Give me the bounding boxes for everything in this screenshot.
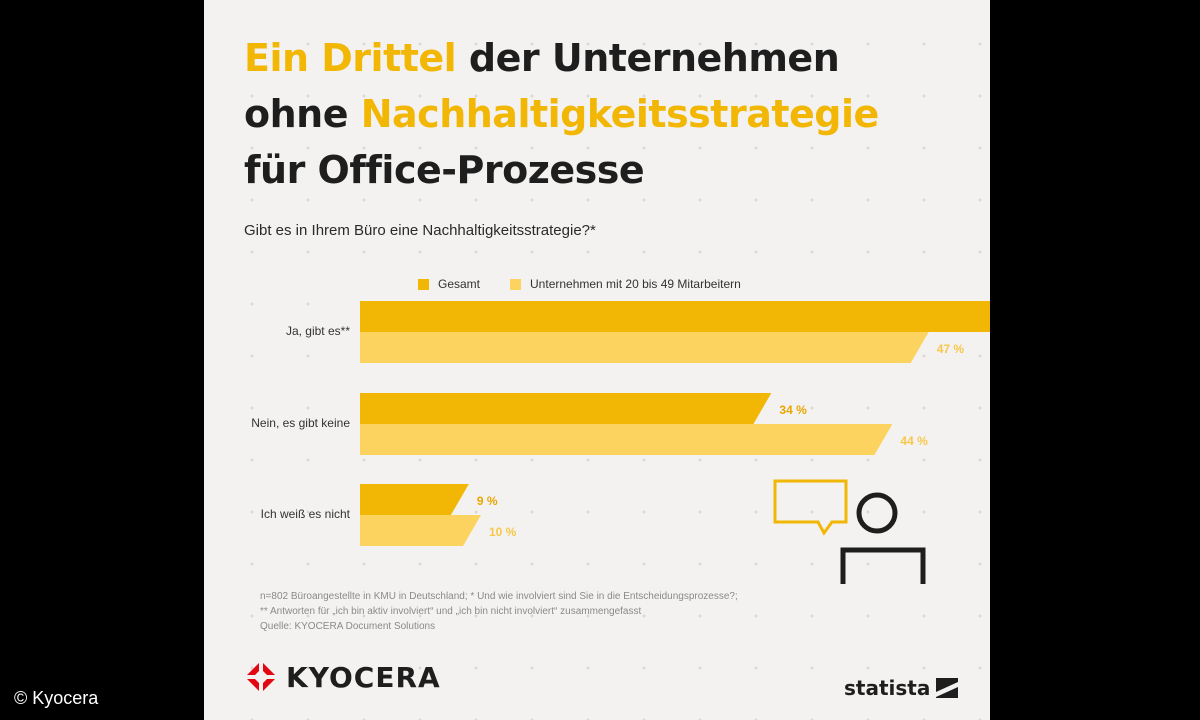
value-label-ich-wei-es-nicht-series-0: 9 % [476, 494, 498, 508]
title-text-3: für Office-Prozesse [244, 148, 645, 192]
title-highlight-1: Ein Drittel [244, 36, 457, 80]
footnote-line-1: n=802 Büroangestellte in KMU in Deutschl… [260, 591, 738, 602]
person-icon [840, 492, 926, 584]
legend-label-gesamt: Gesamt [438, 277, 481, 291]
bar-ich-wei-es-nicht-series-0 [360, 484, 469, 515]
statista-logo: statista [844, 676, 959, 700]
speech-bubble-icon [773, 479, 848, 536]
kyocera-logo-icon [245, 661, 277, 693]
category-label-ja-gibt-es: Ja, gibt es** [285, 324, 350, 338]
statista-wordmark: statista [844, 676, 931, 700]
chart-title: Ein Drittel der Unternehmen ohne Nachhal… [244, 30, 879, 198]
bar-ich-wei-es-nicht-series-1 [360, 515, 481, 546]
statista-logo-icon [936, 678, 959, 698]
title-text-2: ohne [244, 92, 361, 136]
category-label-nein-es-gibt-keine: Nein, es gibt keine [251, 416, 350, 430]
legend-swatch-klein [510, 278, 522, 290]
value-label-nein-es-gibt-keine-series-0: 34 % [779, 403, 807, 417]
value-label-ja-gibt-es-series-1: 47 % [936, 342, 965, 356]
legend-item-klein: Unternehmen mit 20 bis 49 Mitarbeitern [510, 277, 741, 291]
value-label-nein-es-gibt-keine-series-1: 44 % [900, 434, 928, 448]
footnote: n=802 Büroangestellte in KMU in Deutschl… [260, 589, 738, 634]
footnote-source: Quelle: KYOCERA Document Solutions [260, 621, 436, 632]
value-label-ich-wei-es-nicht-series-1: 10 % [489, 525, 517, 539]
bar-ja-gibt-es-series-0 [360, 301, 990, 332]
kyocera-wordmark: KYOCERA [286, 660, 441, 694]
chart-legend: Gesamt Unternehmen mit 20 bis 49 Mitarbe… [418, 277, 771, 291]
category-label-ich-wei-es-nicht: Ich weiß es nicht [260, 507, 350, 521]
title-highlight-2: Nachhaltigkeitsstrategie [360, 92, 880, 136]
legend-label-klein: Unternehmen mit 20 bis 49 Mitarbeitern [530, 277, 741, 291]
bar-nein-es-gibt-keine-series-1 [360, 424, 892, 455]
bar-nein-es-gibt-keine-series-0 [360, 393, 771, 424]
image-credit: © Kyocera [14, 688, 99, 708]
chart-question: Gibt es in Ihrem Büro eine Nachhaltigkei… [244, 222, 596, 239]
footnote-line-2: ** Antworten für „ich bin aktiv involvie… [260, 606, 642, 617]
title-text-1: der Unternehmen [456, 36, 840, 80]
bar-ja-gibt-es-series-1 [360, 332, 929, 363]
infographic-panel: Ein Drittel der Unternehmen ohne Nachhal… [204, 0, 990, 720]
legend-swatch-gesamt [418, 278, 429, 290]
legend-item-gesamt: Gesamt [418, 277, 480, 291]
kyocera-logo: KYOCERA [244, 660, 441, 694]
